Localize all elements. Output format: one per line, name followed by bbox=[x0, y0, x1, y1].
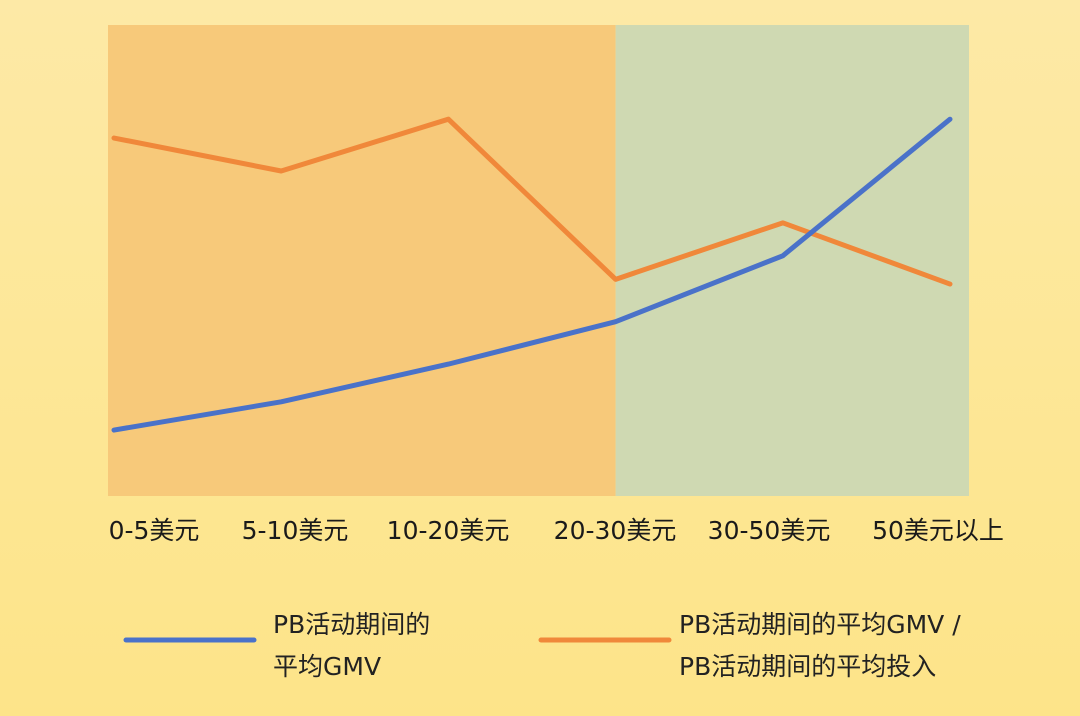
x-tick-label: 30-50美元 bbox=[708, 516, 831, 545]
legend-label-2: PB活动期间的平均GMV / bbox=[679, 610, 961, 639]
x-tick-label: 20-30美元 bbox=[554, 516, 677, 545]
series-lines bbox=[111, 116, 953, 433]
legend-label-2: PB活动期间的平均投入 bbox=[679, 652, 936, 681]
x-axis-tick-labels: 0-5美元 5-10美元 10-20美元 20-30美元 30-50美元 50美元以上 bbox=[109, 516, 1004, 545]
shaded-regions bbox=[108, 25, 969, 496]
x-tick-label: 10-20美元 bbox=[387, 516, 510, 545]
legend-label-1: 平均GMV bbox=[273, 652, 381, 681]
x-tick-label: 50美元以上 bbox=[872, 516, 1004, 545]
x-tick-label: 5-10美元 bbox=[242, 516, 349, 545]
x-tick-label: 0-5美元 bbox=[109, 516, 200, 545]
legend: PB活动期间的平均GMV PB活动期间的平均GMV / PB活动期间的平均投入 bbox=[123, 610, 961, 681]
legend-label-1: PB活动期间的 bbox=[273, 610, 430, 639]
shaded-region-1 bbox=[108, 25, 616, 496]
series-line-1 bbox=[111, 116, 953, 433]
